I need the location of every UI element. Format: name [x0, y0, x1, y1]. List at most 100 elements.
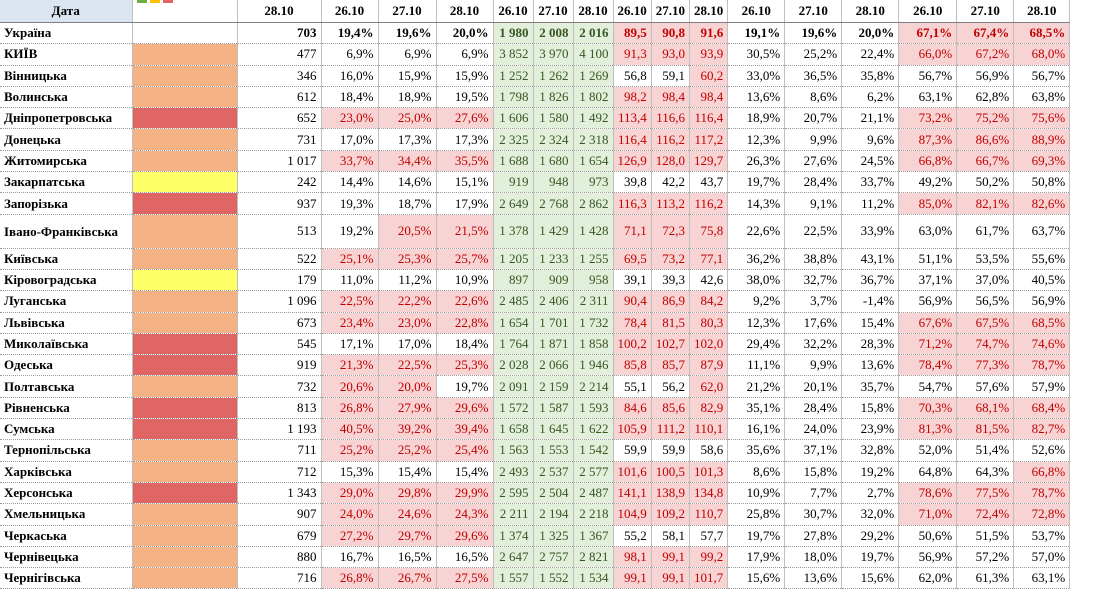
- region-name: Кіровоградська: [0, 269, 133, 292]
- region-name: Чернігівська: [0, 567, 133, 590]
- value-cell: 22,5%: [784, 214, 843, 249]
- header-date: 28.10: [573, 0, 614, 23]
- zone-indicator: [132, 461, 238, 483]
- value-cell: 116,4: [689, 107, 729, 130]
- value-cell: 78,4: [613, 312, 652, 334]
- value-cell: 20,1%: [784, 375, 843, 398]
- value-cell: 24,0%: [321, 503, 379, 526]
- region-name: Донецька: [0, 128, 133, 151]
- value-cell: 109,2: [651, 503, 691, 526]
- value-cell: 85,6: [651, 397, 691, 420]
- value-cell: 105,9: [613, 418, 652, 441]
- region-name: Чернівецька: [0, 546, 133, 569]
- value-cell: 28,4%: [784, 397, 843, 420]
- value-cell: 23,4%: [321, 312, 379, 334]
- value-cell: 78,7%: [1013, 482, 1071, 505]
- value-cell: 1 552: [533, 567, 574, 590]
- value-cell: 63,8%: [1013, 86, 1071, 109]
- zone-indicator: [132, 171, 238, 194]
- header-date: 27.10: [533, 0, 574, 23]
- value-cell: 3 852: [493, 43, 534, 66]
- value-cell: 26,3%: [727, 150, 786, 173]
- value-cell: 91,6: [689, 22, 729, 45]
- value-cell: 1 557: [493, 567, 534, 590]
- value-cell: 17,1%: [321, 333, 379, 356]
- zone-indicator: [132, 354, 238, 377]
- value-cell: 55,2: [613, 525, 652, 547]
- value-cell: 712: [237, 461, 322, 483]
- value-cell: 19,2%: [321, 214, 379, 249]
- value-cell: 15,3%: [321, 461, 379, 483]
- value-cell: 1 255: [573, 248, 614, 270]
- value-cell: 34,4%: [378, 150, 437, 173]
- value-cell: 35,6%: [727, 439, 786, 462]
- value-cell: 39,8: [613, 171, 652, 194]
- value-cell: 1 374: [493, 525, 534, 547]
- value-cell: 2 091: [493, 375, 534, 398]
- value-cell: 93,9: [689, 43, 729, 66]
- value-cell: 27,9%: [378, 397, 437, 420]
- value-cell: 51,5%: [956, 525, 1015, 547]
- value-cell: 1 946: [573, 354, 614, 377]
- value-cell: 1 378: [493, 214, 534, 249]
- value-cell: 937: [237, 192, 322, 215]
- value-cell: 27,8%: [784, 525, 843, 547]
- value-cell: 37,0%: [956, 269, 1015, 292]
- value-cell: 80,3: [689, 312, 729, 334]
- value-cell: 54,7%: [898, 375, 958, 398]
- value-cell: 24,0%: [784, 418, 843, 441]
- value-cell: 21,2%: [727, 375, 786, 398]
- value-cell: 82,6%: [1013, 192, 1071, 215]
- value-cell: 1 980: [493, 22, 534, 45]
- zone-indicator: [132, 546, 238, 569]
- value-cell: 98,4: [651, 86, 691, 109]
- header-label: Дата: [0, 0, 133, 23]
- value-cell: 75,8: [689, 214, 729, 249]
- header-row: Дата 28.10 26.10 27.10 28.10 26.10 27.10…: [0, 0, 1071, 23]
- value-cell: 2 218: [573, 503, 614, 526]
- value-cell: 346: [237, 65, 322, 87]
- value-cell: 56,5%: [956, 290, 1015, 313]
- value-cell: 13,6%: [841, 354, 900, 377]
- value-cell: 129,7: [689, 150, 729, 173]
- value-cell: 75,2%: [956, 107, 1015, 130]
- value-cell: 2 493: [493, 461, 534, 483]
- value-cell: 101,3: [689, 461, 729, 483]
- value-cell: 68,0%: [1013, 43, 1071, 66]
- value-cell: 29,7%: [378, 525, 437, 547]
- value-cell: 22,6%: [436, 290, 494, 313]
- value-cell: 62,8%: [956, 86, 1015, 109]
- zone-legend-marks: [136, 0, 173, 3]
- value-cell: 81,5%: [956, 418, 1015, 441]
- value-cell: 110,1: [689, 418, 729, 441]
- value-cell: 116,2: [651, 128, 691, 151]
- region-name: Запорізька: [0, 192, 133, 215]
- value-cell: 116,3: [613, 192, 652, 215]
- value-cell: 20,0%: [436, 22, 494, 45]
- value-cell: 6,9%: [378, 43, 437, 66]
- value-cell: 73,2%: [898, 107, 958, 130]
- region-row: Закарпатська 242 14,4% 14,6% 15,1% 919 948 973 3…: [0, 171, 1071, 194]
- value-cell: 1 428: [573, 214, 614, 249]
- value-cell: 11,0%: [321, 269, 379, 292]
- value-cell: 100,2: [613, 333, 652, 356]
- value-cell: 39,3: [651, 269, 691, 292]
- value-cell: 18,9%: [378, 86, 437, 109]
- value-cell: 14,4%: [321, 171, 379, 194]
- value-cell: 63,0%: [898, 214, 958, 249]
- value-cell: 12,3%: [727, 128, 786, 151]
- value-cell: 179: [237, 269, 322, 292]
- value-cell: 77,1: [689, 248, 729, 270]
- value-cell: 56,7%: [1013, 65, 1071, 87]
- value-cell: 19,2%: [841, 461, 900, 483]
- value-cell: 68,5%: [1013, 22, 1071, 45]
- value-cell: 1 658: [493, 418, 534, 441]
- value-cell: 6,2%: [841, 86, 900, 109]
- value-cell: 35,5%: [436, 150, 494, 173]
- value-cell: 2 028: [493, 354, 534, 377]
- value-cell: 51,4%: [956, 439, 1015, 462]
- value-cell: 1 343: [237, 482, 322, 505]
- value-cell: 1 701: [533, 312, 574, 334]
- value-cell: 880: [237, 546, 322, 569]
- value-cell: 1 680: [533, 150, 574, 173]
